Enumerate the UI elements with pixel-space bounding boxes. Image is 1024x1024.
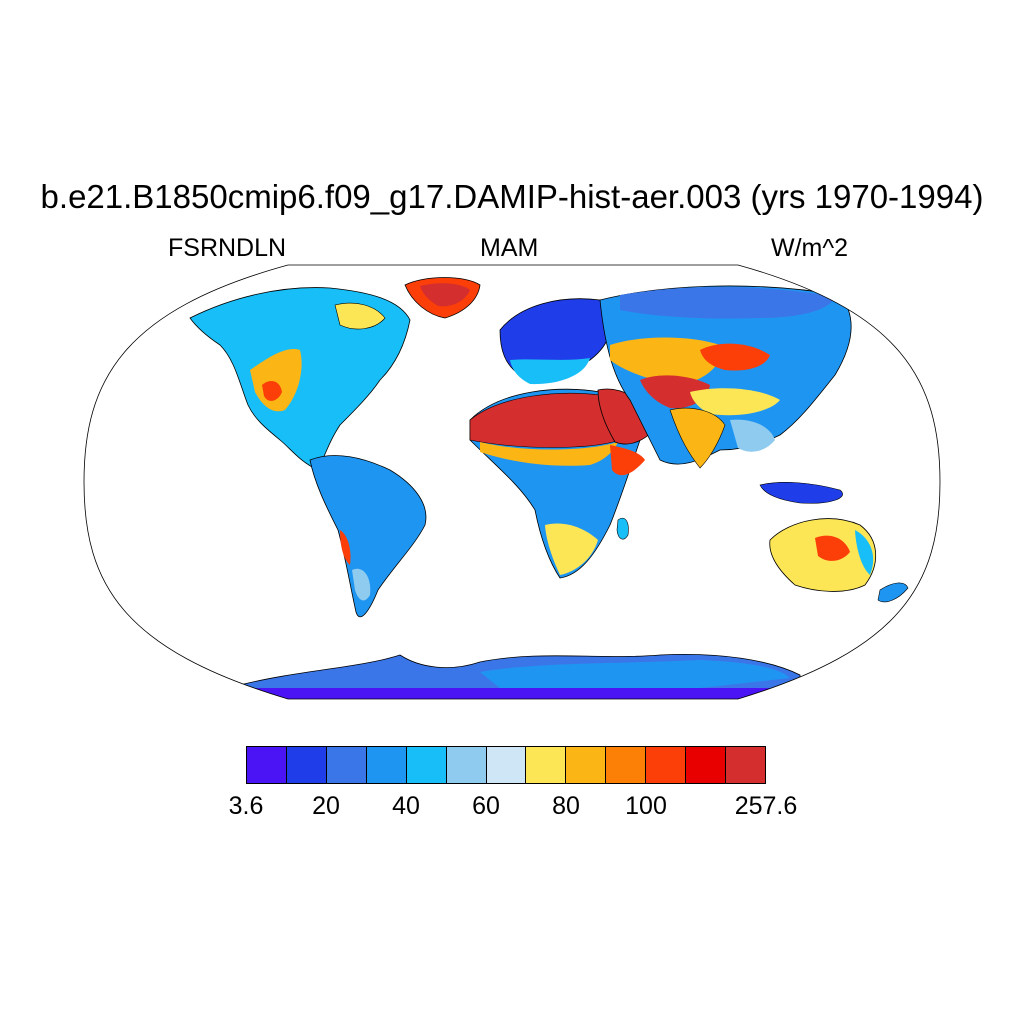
colorbar-tick-label: 20 bbox=[312, 792, 340, 820]
colorbar-box bbox=[446, 747, 487, 783]
region-tibet bbox=[690, 388, 780, 416]
colorbar-box bbox=[486, 747, 527, 783]
region-sahel bbox=[480, 442, 618, 466]
region-mongolia-gobi bbox=[700, 343, 770, 371]
region-indonesia bbox=[759, 481, 843, 504]
region-canadian-arctic bbox=[334, 302, 386, 330]
region-iran-plateau bbox=[640, 375, 710, 409]
region-australia-hot bbox=[815, 535, 850, 561]
region-asia bbox=[599, 285, 852, 465]
colorbar-box bbox=[366, 747, 407, 783]
colorbar-tick-label: 60 bbox=[472, 792, 500, 820]
region-antarctica-interior bbox=[480, 660, 790, 688]
colorbar-tick-label: 100 bbox=[625, 792, 667, 820]
colorbar-box bbox=[646, 747, 687, 783]
region-south-america bbox=[309, 455, 427, 618]
map-border bbox=[83, 264, 941, 700]
region-europe bbox=[499, 298, 612, 377]
map-fields bbox=[189, 277, 909, 699]
region-antarctica-edge bbox=[240, 688, 800, 699]
region-andes bbox=[340, 530, 351, 565]
region-na-west bbox=[250, 349, 302, 412]
region-sa-south bbox=[352, 568, 371, 601]
colorbar-box bbox=[606, 747, 647, 783]
region-madagascar bbox=[616, 517, 629, 540]
region-north-america bbox=[189, 287, 411, 471]
region-central-asia bbox=[610, 337, 721, 385]
region-southern-africa bbox=[545, 523, 598, 575]
region-horn-of-africa bbox=[610, 445, 645, 476]
region-india bbox=[669, 407, 726, 469]
colorbar bbox=[246, 746, 766, 784]
colorbar-box bbox=[686, 747, 727, 783]
region-australia-east bbox=[855, 530, 874, 575]
chart-title: b.e21.B1850cmip6.f09_g17.DAMIP-hist-aer.… bbox=[40, 178, 984, 215]
region-na-west-hot bbox=[262, 380, 282, 401]
region-sahara bbox=[469, 392, 621, 448]
units-label: W/m^2 bbox=[771, 234, 849, 262]
region-new-zealand bbox=[877, 582, 909, 603]
colorbar-box bbox=[286, 747, 327, 783]
colorbar-box bbox=[526, 747, 567, 783]
colorbar-box bbox=[326, 747, 367, 783]
colorbar-box bbox=[566, 747, 607, 783]
colorbar-tick-label: 40 bbox=[392, 792, 420, 820]
colorbar-box bbox=[406, 747, 447, 783]
colorbar-tick-label: 80 bbox=[552, 792, 580, 820]
colorbar-tick-label: 3.6 bbox=[228, 792, 264, 820]
region-southern-europe bbox=[510, 358, 590, 385]
colorbar-tick-label: 257.6 bbox=[734, 792, 798, 820]
colorbar-box bbox=[726, 747, 765, 783]
colorbar-box bbox=[247, 747, 287, 783]
region-greenland-interior bbox=[420, 283, 470, 307]
region-southeast-asia bbox=[730, 419, 775, 452]
season-label: MAM bbox=[480, 234, 539, 262]
region-siberia bbox=[620, 287, 835, 319]
variable-name: FSRNDLN bbox=[168, 234, 287, 262]
